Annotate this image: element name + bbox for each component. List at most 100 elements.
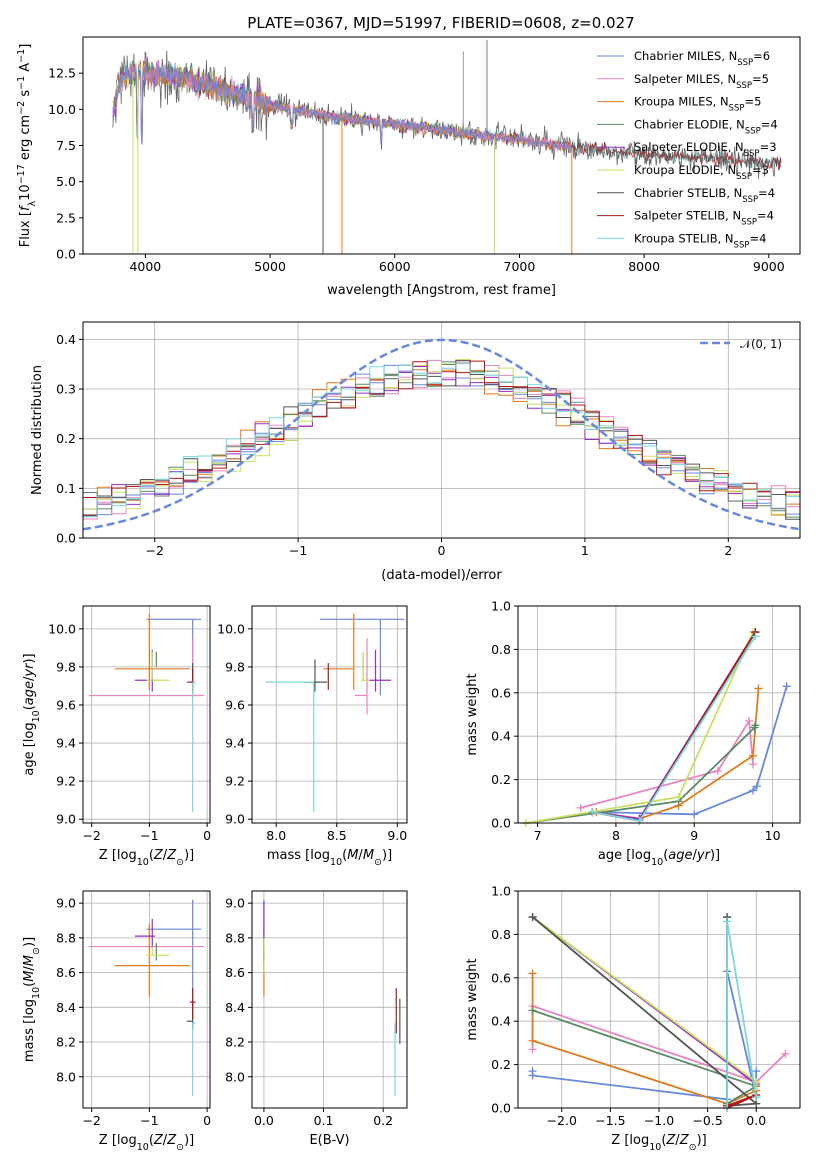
- x-tick-label: 2: [724, 543, 732, 558]
- y-axis-label: mass weight: [465, 673, 480, 755]
- axes-frame: [82, 36, 801, 255]
- x-axis-label: mass [log10(M/M⊙)]: [267, 848, 392, 868]
- mass-weight-series: [580, 718, 754, 809]
- normal-reference-curve: [82, 338, 801, 531]
- histogram-series: [83, 363, 800, 518]
- plus-marker: [528, 1036, 537, 1045]
- legend-entry: 𝒩(0, 1): [740, 337, 782, 351]
- legend-entry: Kroupa MILES, NSSP=5: [634, 95, 761, 114]
- axes-frame: [517, 605, 801, 824]
- x-tick-label: −1.5: [595, 1113, 625, 1128]
- figure-title: PLATE=0367, MJD=51997, FIBERID=0608, z=0…: [247, 14, 634, 32]
- plus-marker: [751, 721, 760, 730]
- mass-weight-series: [531, 971, 758, 1101]
- y-tick-label: 0.2: [491, 772, 511, 787]
- x-axis-label: Z [log10(Z/Z⊙)]: [99, 1133, 194, 1153]
- x-tick-label: 7: [534, 828, 542, 843]
- y-tick-label: 9.0: [56, 896, 76, 911]
- y-tick-label: 9.0: [225, 896, 245, 911]
- y-tick-label: 9.2: [225, 774, 245, 789]
- x-tick-label: −2: [145, 543, 163, 558]
- mass-weight-series: [592, 631, 757, 820]
- legend-entry: Chabrier MILES, NSSP=6: [634, 49, 770, 68]
- y-tick-label: 12.5: [48, 66, 76, 81]
- plus-marker: [723, 917, 732, 926]
- y-tick-label: 2.5: [56, 210, 76, 225]
- axes-frame: [251, 605, 408, 824]
- y-tick-label: 0.0: [56, 247, 76, 262]
- plus-marker: [674, 792, 683, 801]
- plus-marker: [576, 803, 585, 812]
- y-tick-label: 0.2: [56, 431, 76, 446]
- x-tick-label: 9: [690, 828, 698, 843]
- plus-marker: [690, 810, 699, 819]
- legend-entry: Chabrier ELODIE, NSSP=4: [634, 117, 778, 136]
- y-tick-label: 8.0: [225, 1069, 245, 1084]
- y-tick-label: 0.4: [491, 729, 511, 744]
- x-axis-label: Z [log10(Z/Z⊙)]: [99, 848, 194, 868]
- mass-weight-series: [531, 973, 758, 1105]
- y-tick-label: 8.6: [225, 965, 245, 980]
- y-tick-label: 9.8: [225, 659, 245, 674]
- y-tick-label: 8.2: [225, 1035, 245, 1050]
- y-tick-label: 8.2: [56, 1035, 76, 1050]
- legend-entry: Salpeter ELODIE, NSSP=3: [634, 140, 777, 159]
- mass-weight-series: [592, 635, 757, 822]
- y-tick-label: 1.0: [491, 884, 511, 899]
- x-tick-label: 0.0: [254, 1113, 274, 1128]
- x-tick-label: 0.2: [373, 1113, 393, 1128]
- plus-marker: [754, 684, 763, 693]
- plus-marker: [528, 1045, 537, 1054]
- mass-ebv-panel: 0.0 0.1 0.2 8.0 8.2 8.4 8.6 8.8 9.0 E(B-V): [225, 890, 408, 1148]
- mass-Z-panel: −2 −1 0 8.0 8.2 8.4 8.6 8.8 9.0 Z [log10(Z/Z⊙)] ma…: [22, 890, 211, 1153]
- y-tick-label: 9.0: [56, 812, 76, 827]
- y-tick-label: 0.8: [491, 642, 511, 657]
- plus-marker: [752, 1067, 761, 1076]
- spectrum-series-line: [112, 50, 782, 179]
- y-axis-label: Normed distribution: [30, 365, 45, 495]
- x-tick-label: 9.0: [387, 828, 407, 843]
- y-tick-label: 0.1: [56, 481, 76, 496]
- y-tick-label: 1.0: [491, 599, 511, 614]
- spectrum-series-line: [112, 62, 572, 152]
- mass-weight-series: [525, 725, 757, 824]
- plus-marker: [528, 1006, 537, 1015]
- y-tick-label: 0.6: [491, 685, 511, 700]
- legend-entry: Salpeter MILES, NSSP=5: [634, 72, 769, 91]
- plus-marker: [751, 632, 760, 641]
- y-tick-label: 0.4: [56, 332, 76, 347]
- axes-frame: [82, 605, 211, 824]
- y-tick-label: 9.2: [56, 774, 76, 789]
- x-tick-label: −1: [140, 1113, 158, 1128]
- y-tick-label: 9.4: [56, 736, 76, 751]
- y-tick-label: 8.4: [225, 1000, 245, 1015]
- x-axis-label: wavelength [Angstrom, rest frame]: [327, 283, 556, 298]
- legend-entry: Salpeter STELIB, NSSP=4: [634, 209, 774, 228]
- y-tick-label: 0.6: [491, 970, 511, 985]
- axes-frame: [82, 321, 801, 539]
- y-tick-label: 10.0: [48, 621, 76, 636]
- y-tick-label: 9.0: [225, 812, 245, 827]
- y-tick-label: 10.0: [217, 621, 245, 636]
- y-tick-label: 0.0: [56, 531, 76, 546]
- x-tick-label: 0: [203, 1113, 211, 1128]
- x-tick-label: −2.0: [547, 1113, 577, 1128]
- y-tick-label: 0.0: [491, 1101, 511, 1116]
- x-tick-label: 0: [438, 543, 446, 558]
- plus-marker: [781, 1049, 790, 1058]
- plus-marker: [782, 682, 791, 691]
- mass-weight-series: [592, 631, 757, 822]
- x-tick-label: −2: [82, 828, 100, 843]
- mass-weight-age-panel: 7 8 9 10 0.0 0.2 0.4 0.6 0.8 1.0 age [log10(age/yr…: [465, 599, 801, 868]
- x-tick-label: −1: [140, 828, 158, 843]
- y-tick-label: 9.6: [56, 697, 76, 712]
- plus-marker: [528, 969, 537, 978]
- y-tick-label: 7.5: [56, 138, 76, 153]
- plus-marker: [588, 808, 597, 817]
- x-tick-label: −1: [289, 543, 307, 558]
- x-tick-label: 8.0: [266, 828, 286, 843]
- axes-frame: [82, 890, 211, 1109]
- legend-entry: Kroupa ELODIE, NSSP=3: [634, 163, 769, 182]
- y-tick-label: 8.6: [56, 965, 76, 980]
